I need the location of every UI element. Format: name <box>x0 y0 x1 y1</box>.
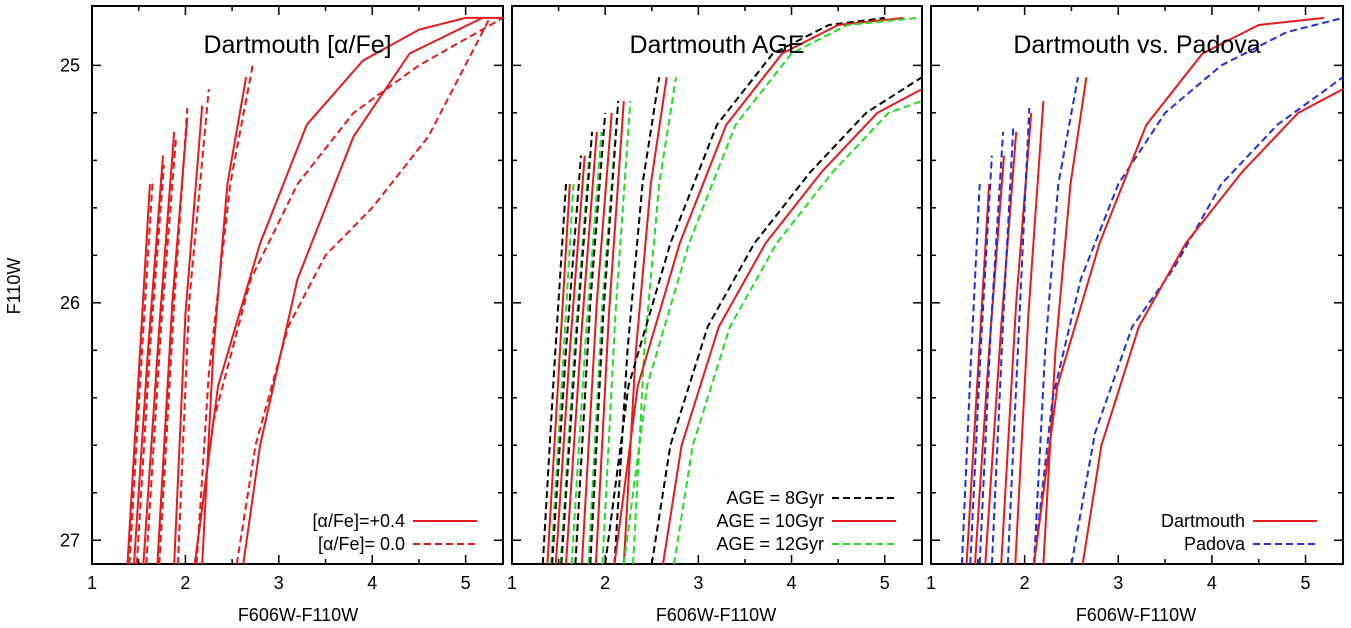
isochrone-line <box>1014 100 1045 564</box>
x-axis-label-2: F606W-F110W <box>656 605 776 625</box>
legend-label: AGE = 12Gyr <box>716 534 824 554</box>
isochrone-line <box>235 17 491 564</box>
x-tick-label: 4 <box>367 573 377 593</box>
isochrone-line <box>622 77 668 564</box>
isochrone-line <box>622 16 918 564</box>
x-tick-label: 3 <box>693 573 703 593</box>
isochrone-line <box>133 155 164 564</box>
isochrone-line <box>142 131 176 564</box>
isochrone-line <box>613 77 661 564</box>
isochrone-line <box>126 184 151 564</box>
panel-1: 1 2 3 4 5 25 26 27 Dartmouth [α/Fe] [α/Fe]=+0.4 [α… <box>60 5 504 593</box>
isochrone-line <box>1006 108 1031 564</box>
isochrone-line <box>1081 88 1343 564</box>
isochrone-line <box>193 16 503 564</box>
x-tick-label: 5 <box>880 573 890 593</box>
isochrone-line <box>1042 77 1088 564</box>
legend-label: [α/Fe]=+0.4 <box>313 511 405 531</box>
isochrone-line <box>580 112 613 564</box>
isochrone-line <box>1033 77 1079 564</box>
isochrone-line <box>978 131 1005 564</box>
isochrone-line <box>1070 76 1343 564</box>
isochrone-line <box>135 165 165 564</box>
isochrone-line <box>650 76 922 564</box>
panel-title: Dartmouth [α/Fe] <box>203 31 391 59</box>
isochrone-line <box>984 131 1018 564</box>
isochrone-line <box>1033 16 1325 564</box>
isochrone-line <box>551 155 582 564</box>
x-tick-label: 2 <box>180 573 190 593</box>
isochrone-line <box>965 184 991 564</box>
isochrone-line <box>570 131 603 564</box>
isochrone-line <box>173 105 204 564</box>
isochrone-line <box>158 108 189 564</box>
series-group <box>541 16 922 564</box>
legend-label: [α/Fe]= 0.0 <box>318 534 405 554</box>
isochrone-line <box>589 100 620 564</box>
plot-frame <box>511 5 923 565</box>
x-axis-label-3: F606W-F110W <box>1076 605 1196 625</box>
x-tick-label: 5 <box>1301 573 1311 593</box>
y-tick-label: 25 <box>60 55 80 75</box>
x-tick-label: 3 <box>1113 573 1123 593</box>
plot-frame <box>930 5 1344 565</box>
isochrone-line <box>574 112 607 564</box>
isochrone-line <box>632 77 677 564</box>
legend-label: AGE = 10Gyr <box>716 511 824 531</box>
isochrone-line <box>601 100 632 564</box>
plot-frame <box>91 5 504 565</box>
legend-label: Padova <box>1184 534 1246 554</box>
isochrone-line <box>128 179 154 564</box>
x-tick-label: 5 <box>461 573 471 593</box>
series-group <box>960 16 1343 564</box>
legend-label: Dartmouth <box>1161 511 1245 531</box>
isochrone-line <box>242 17 483 564</box>
isochrone-line <box>1033 16 1343 564</box>
isochrone-line <box>604 16 885 564</box>
x-tick-label: 2 <box>600 573 610 593</box>
isochrone-line <box>565 131 598 564</box>
isochrone-line <box>550 184 575 564</box>
x-tick-label: 3 <box>274 573 284 593</box>
isochrone-line <box>560 131 594 564</box>
x-tick-label: 1 <box>507 573 517 593</box>
isochrone-line <box>594 100 625 564</box>
isochrone-line <box>662 88 922 564</box>
isochrone-line <box>554 155 586 564</box>
isochrone-line <box>195 65 254 564</box>
x-tick-label: 4 <box>1207 573 1217 593</box>
x-tick-label: 2 <box>1020 573 1030 593</box>
y-tick-label: 26 <box>60 293 80 313</box>
legend-label: AGE = 8Gyr <box>726 488 824 508</box>
panel-title: Dartmouth vs. Padova <box>1013 31 1260 59</box>
x-axis-label-1: F606W-F110W <box>238 605 358 625</box>
isochrone-line <box>193 17 503 564</box>
series-group <box>126 16 503 564</box>
x-tick-label: 1 <box>87 573 97 593</box>
panel-3: 1 2 3 4 5 Dartmouth vs. Padova Dartmouth Padova <box>926 5 1344 593</box>
isochrone-line <box>145 136 178 564</box>
isochrone-line <box>546 184 571 564</box>
isochrone-line <box>990 124 1015 564</box>
isochrone-line <box>969 155 993 564</box>
isochrone-line <box>613 16 904 564</box>
isochrone-line <box>673 100 922 564</box>
isochrone-line <box>960 184 981 564</box>
x-tick-label: 4 <box>787 573 797 593</box>
panel-title: Dartmouth AGE <box>629 31 804 59</box>
y-axis-label: F110W <box>4 258 24 315</box>
y-tick-label: 27 <box>60 530 80 550</box>
isochrone-line <box>541 184 567 564</box>
panel-2: 1 2 3 4 5 Dartmouth AGE AGE = 8Gyr AGE = 10Gyr A… <box>507 5 923 593</box>
x-tick-label: 1 <box>926 573 936 593</box>
